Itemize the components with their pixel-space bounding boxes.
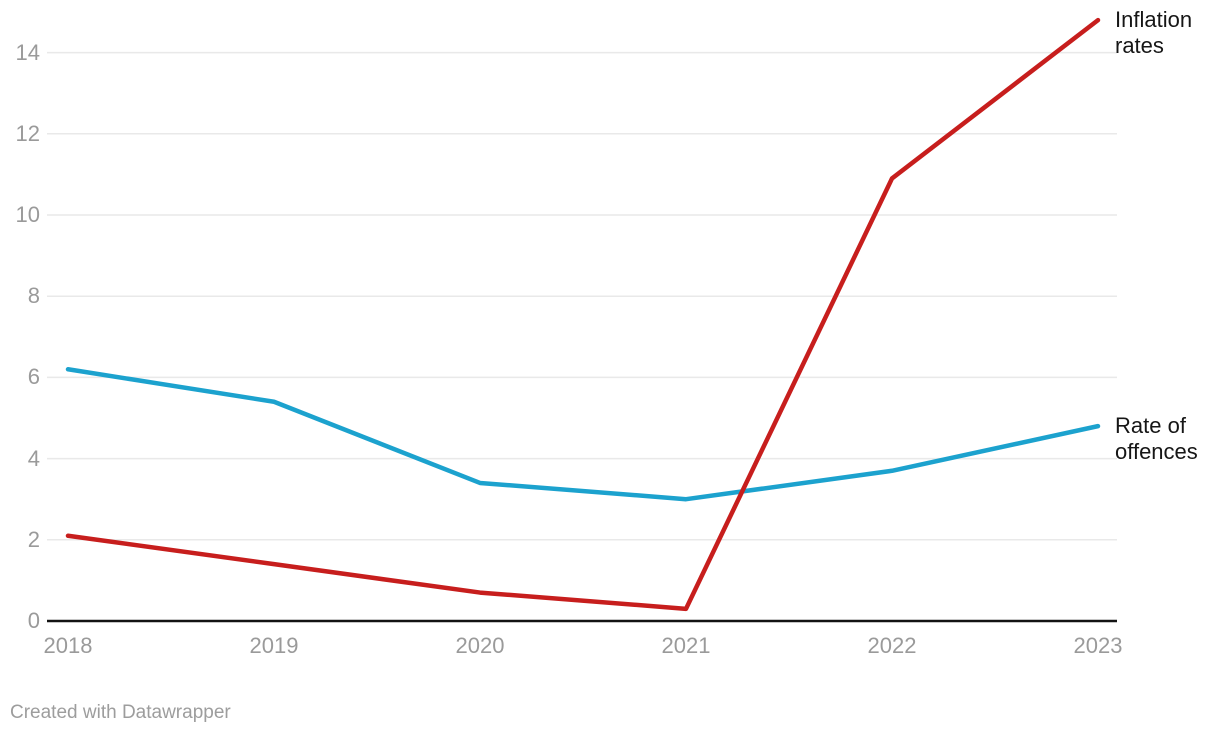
series-line-rate-of-offences[interactable] xyxy=(65,367,1101,502)
x-tick-label: 2022 xyxy=(867,633,917,658)
y-tick-label: 4 xyxy=(27,445,40,471)
y-tick-label: 12 xyxy=(15,120,40,146)
x-tick-label: 2023 xyxy=(1073,633,1123,658)
y-tick-label: 14 xyxy=(15,39,40,65)
x-tick-label: 2021 xyxy=(661,633,711,658)
series-line-inflation-rates[interactable] xyxy=(65,17,1101,612)
x-tick-label: 2020 xyxy=(455,633,505,658)
x-tick-label: 2018 xyxy=(43,633,93,658)
y-tick-label: 8 xyxy=(27,283,40,309)
y-tick-label: 10 xyxy=(15,202,40,227)
x-tick-label: 2019 xyxy=(249,633,299,658)
series-label-rate-of-offences: Rate of offences xyxy=(1115,413,1198,465)
y-tick-label: 6 xyxy=(27,364,40,390)
series-label-inflation-rates: Inflation rates xyxy=(1115,7,1193,59)
y-tick-label: 2 xyxy=(27,526,40,552)
datawrapper-credit: Created with Datawrapper xyxy=(10,702,231,723)
y-tick-label: 0 xyxy=(27,608,40,633)
